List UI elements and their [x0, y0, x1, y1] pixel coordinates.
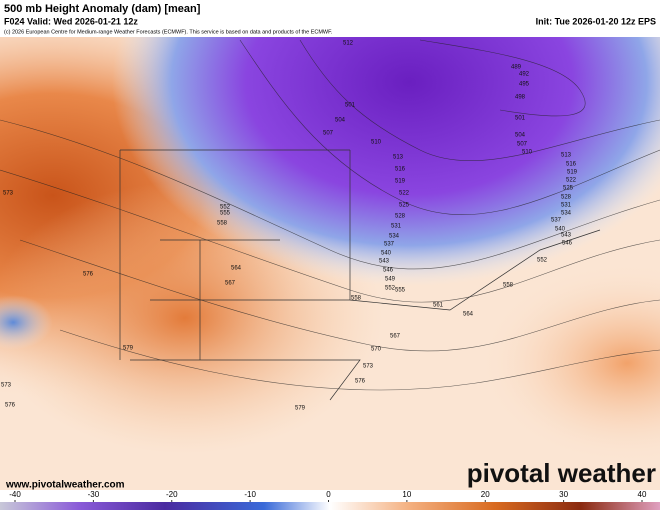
contour-label: 576: [5, 403, 16, 409]
contour-label: 531: [561, 203, 572, 209]
colorbar: [0, 502, 660, 510]
contour-label: 552: [385, 286, 396, 292]
colorbar-ticks: -40 -30 -20 -10 0 10 20 30 40: [9, 490, 647, 502]
contour-label: 564: [231, 266, 242, 272]
contour-label: 489: [511, 65, 522, 71]
contour-label: 510: [371, 140, 382, 146]
contour-label: 504: [515, 133, 526, 139]
contour-label: 512: [343, 41, 354, 47]
contour-label: 525: [399, 203, 410, 209]
colorbar-tick-label: 10: [402, 490, 411, 499]
colorbar-tick-label: 40: [638, 490, 647, 499]
credit: (c) 2026 European Centre for Medium-rang…: [4, 29, 333, 35]
contour-label: 501: [515, 116, 526, 122]
contour-label: 570: [371, 347, 382, 353]
contour-label: 522: [399, 191, 410, 197]
contour-label: 567: [390, 334, 401, 340]
contour-label: 516: [566, 162, 577, 168]
contour-label: 576: [355, 379, 366, 385]
contour-label: 579: [295, 406, 306, 412]
contour-label: 537: [551, 218, 562, 224]
contour-label: 558: [351, 296, 362, 302]
contour-label: 561: [433, 303, 444, 309]
colorbar-tick-label: -10: [244, 490, 256, 499]
contour-label: 576: [83, 272, 94, 278]
contour-label: 534: [389, 234, 400, 240]
contour-label: 492: [519, 72, 530, 78]
contour-label: 507: [517, 142, 528, 148]
contour-label: 531: [391, 224, 402, 230]
contour-label: 528: [561, 195, 572, 201]
contour-label: 540: [555, 227, 566, 233]
contour-label: 579: [123, 346, 134, 352]
contour-label: 501: [345, 103, 356, 109]
map: [0, 37, 660, 490]
brand: pivotal weather: [467, 458, 656, 488]
contour-label: 549: [385, 277, 396, 283]
contour-label: 522: [566, 178, 577, 184]
contour-label: 498: [515, 95, 526, 101]
colorbar-tick-label: 30: [559, 490, 568, 499]
contour-label: 546: [562, 241, 573, 247]
contour-label: 519: [395, 179, 406, 185]
contour-label: 540: [381, 251, 392, 257]
contour-label: 567: [225, 281, 236, 287]
colorbar-tick-label: 0: [326, 490, 331, 499]
contour-label: 543: [379, 259, 390, 265]
init-time: Init: Tue 2026-01-20 12z EPS: [536, 16, 656, 26]
contour-label: 519: [567, 170, 578, 176]
colorbar-tick-label: -20: [166, 490, 178, 499]
contour-label: 504: [335, 118, 346, 124]
contour-label: 495: [519, 82, 530, 88]
contour-label: 513: [561, 153, 572, 159]
colorbar-tick-label: -40: [9, 490, 21, 499]
contour-label: 516: [395, 167, 406, 173]
url: www.pivotalweather.com: [5, 480, 125, 491]
contour-label: 555: [395, 288, 406, 294]
title: 500 mb Height Anomaly (dam) [mean]: [4, 3, 201, 15]
contour-label: 546: [383, 268, 394, 274]
contour-label: 537: [384, 242, 395, 248]
colorbar-tick-label: 20: [481, 490, 490, 499]
contour-label: 552: [537, 258, 548, 264]
contour-label: 510: [522, 150, 533, 156]
valid-time: F024 Valid: Wed 2026-01-21 12z: [4, 16, 138, 26]
contour-label: 525: [563, 186, 574, 192]
contour-label: 573: [363, 364, 374, 370]
contour-label: 507: [323, 131, 334, 137]
contour-label: 558: [217, 221, 228, 227]
contour-label: 534: [561, 211, 572, 217]
contour-label: 573: [1, 383, 12, 389]
contour-label: 513: [393, 155, 404, 161]
contour-label: 558: [503, 283, 514, 289]
contour-label: 528: [395, 214, 406, 220]
contour-label: 564: [463, 312, 474, 318]
contour-label: 543: [561, 233, 572, 239]
contour-label: 552: [220, 205, 231, 211]
contour-label: 573: [3, 191, 14, 197]
colorbar-tick-label: -30: [88, 490, 100, 499]
contour-label: 555: [220, 211, 231, 217]
